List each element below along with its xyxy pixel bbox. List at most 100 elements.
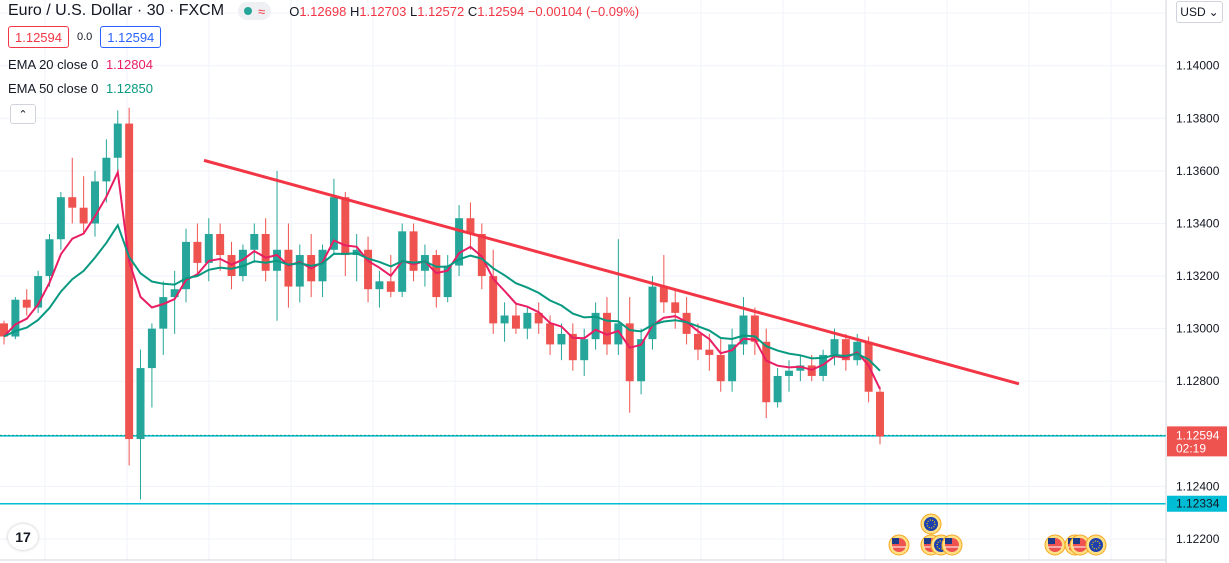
symbol-header: Euro / U.S. Dollar · 30 · FXCM ≈ O1.1269… xyxy=(8,0,639,22)
candle-body xyxy=(682,312,691,334)
last-price-label: 1.12594 xyxy=(1176,428,1220,442)
candle-body xyxy=(216,233,225,256)
candle-body xyxy=(443,265,452,298)
spread-value: 0.0 xyxy=(77,31,93,43)
candle-body xyxy=(113,123,122,158)
indicator-ema50[interactable]: EMA 50 close 0 1.12850 xyxy=(8,81,153,96)
candle-body xyxy=(22,299,31,308)
candle-body xyxy=(489,276,498,324)
price-tick-label: 1.12400 xyxy=(1176,479,1220,493)
eu-flag-icon[interactable] xyxy=(1085,534,1107,556)
ohlc-values: O1.12698 H1.12703 L1.12572 C1.12594 −0.0… xyxy=(289,3,640,19)
candlestick-series xyxy=(0,107,884,500)
candle-body xyxy=(409,231,418,271)
candle-body xyxy=(671,302,680,313)
candle-body xyxy=(0,323,8,337)
candle-body xyxy=(432,255,441,298)
flag-canton xyxy=(945,538,952,544)
price-tick-label: 1.14000 xyxy=(1176,59,1220,73)
flag-field xyxy=(1089,538,1103,552)
candle-body xyxy=(602,312,611,345)
candle-body xyxy=(705,349,714,355)
trade-prices: 1.12594 0.0 1.12594 xyxy=(8,26,162,48)
candle-body xyxy=(125,123,134,440)
flag-canton xyxy=(1048,538,1055,544)
candle-body xyxy=(477,233,486,277)
candle-body xyxy=(375,281,384,290)
candle-body xyxy=(170,289,179,298)
candle-body xyxy=(147,328,156,369)
candle-body xyxy=(295,255,304,287)
hline-price-tag xyxy=(1167,495,1227,512)
chevron-up-icon: ⌃ xyxy=(18,108,28,121)
candle-body xyxy=(261,233,270,271)
economic-event-markers xyxy=(888,513,1107,556)
market-status[interactable]: ≈ xyxy=(238,2,272,20)
price-tick-label: 1.13000 xyxy=(1176,322,1220,336)
candle-body xyxy=(728,344,737,382)
candle-body xyxy=(773,375,782,403)
collapse-legend-button[interactable]: ⌃ xyxy=(10,104,36,124)
candle-body xyxy=(34,276,43,308)
candle-body xyxy=(625,323,634,382)
us-flag-icon[interactable] xyxy=(1044,534,1066,556)
ema20-line xyxy=(3,168,881,390)
candle-body xyxy=(341,197,350,256)
candle-body xyxy=(830,339,839,355)
candle-body xyxy=(523,312,532,329)
candle-body xyxy=(68,197,77,208)
chart-grid xyxy=(0,0,1166,560)
hline-price-label: 1.12334 xyxy=(1176,497,1220,511)
trendline xyxy=(203,158,1020,386)
bar-countdown-label: 02:19 xyxy=(1176,441,1206,455)
candle-body xyxy=(238,249,247,277)
tradingview-logo[interactable]: 17 xyxy=(8,524,38,550)
candle-body xyxy=(750,315,759,342)
candle-body xyxy=(693,333,702,350)
flag-canton xyxy=(892,538,899,544)
sell-button[interactable]: 1.12594 xyxy=(8,26,69,48)
candle-body xyxy=(739,315,748,345)
price-tick-label: 1.12200 xyxy=(1176,532,1220,546)
candle-body xyxy=(284,249,293,287)
currency-selector[interactable]: USD ⌄ xyxy=(1176,1,1223,23)
candle-body xyxy=(182,241,191,290)
symbol-title[interactable]: Euro / U.S. Dollar · 30 · FXCM xyxy=(8,2,225,19)
candle-body xyxy=(614,323,623,345)
candle-body xyxy=(79,207,88,224)
candle-body xyxy=(364,249,373,290)
candle-body xyxy=(796,365,805,371)
candle-body xyxy=(876,391,884,437)
candle-body xyxy=(659,286,668,303)
eu-flag-icon[interactable] xyxy=(920,513,942,535)
price-axis-background xyxy=(1166,0,1229,563)
candle-body xyxy=(329,197,338,250)
candle-body xyxy=(56,197,65,240)
candle-body xyxy=(785,370,793,376)
currency-label: USD xyxy=(1180,5,1206,19)
candle-body xyxy=(11,299,20,337)
candle-body xyxy=(580,339,589,361)
us-flag-icon[interactable] xyxy=(941,534,963,556)
price-tick-label: 1.13600 xyxy=(1176,164,1220,178)
market-open-icon xyxy=(244,7,253,15)
buy-button[interactable]: 1.12594 xyxy=(100,26,162,48)
indicator-ema20[interactable]: EMA 20 close 0 1.12804 xyxy=(8,57,153,72)
candle-body xyxy=(455,218,464,266)
flag-stars xyxy=(1091,540,1101,550)
price-tick-label: 1.13800 xyxy=(1176,111,1220,125)
candle-body xyxy=(534,312,543,324)
chevron-down-icon: ⌄ xyxy=(1208,5,1219,19)
us-flag-icon[interactable] xyxy=(888,534,910,556)
candle-body xyxy=(91,181,99,224)
candle-body xyxy=(716,354,725,382)
last-price-tag xyxy=(1167,426,1227,457)
flag-canton xyxy=(1073,538,1080,544)
candle-body xyxy=(102,157,111,182)
candle-body xyxy=(250,233,259,250)
candle-body xyxy=(557,333,566,345)
candle-body xyxy=(568,333,577,361)
price-tick-label: 1.12800 xyxy=(1176,374,1220,388)
ema50-line xyxy=(3,222,881,372)
